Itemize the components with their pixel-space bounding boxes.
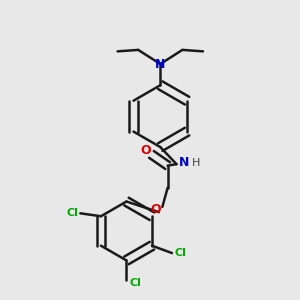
Text: N: N bbox=[155, 58, 166, 70]
Text: O: O bbox=[151, 203, 161, 216]
Text: Cl: Cl bbox=[66, 208, 78, 218]
Text: H: H bbox=[191, 158, 200, 168]
Text: Cl: Cl bbox=[175, 248, 187, 258]
Text: Cl: Cl bbox=[129, 278, 141, 288]
Text: N: N bbox=[179, 156, 189, 169]
Text: O: O bbox=[141, 144, 152, 158]
